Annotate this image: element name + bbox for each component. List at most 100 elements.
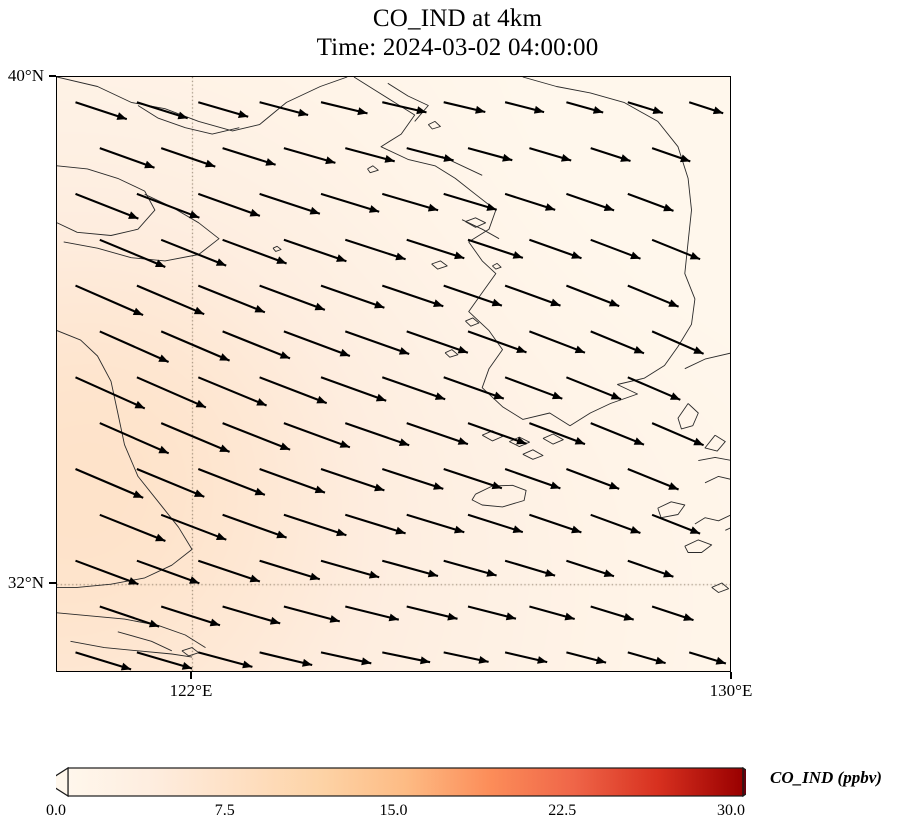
wind-vector-arrow [406,147,454,162]
wind-vector-arrow [504,284,561,307]
wind-vector-arrow [529,238,582,260]
wind-vector-arrow [136,651,193,670]
wind-vector-arrow [259,376,328,405]
wind-vector-arrow [136,468,205,498]
wind-vector-arrow [136,376,207,409]
wind-vector-arrow [651,422,705,447]
wind-vector-arrow [222,513,287,539]
coastline-path [492,262,502,270]
wind-vector-arrow [99,147,155,169]
wind-vector-arrow [382,559,439,578]
wind-vector-arrow [75,651,132,671]
colorbar-under-arrow [56,766,69,798]
wind-vector-arrow [504,651,548,664]
wind-vector-arrow [443,101,486,114]
wind-vector-arrow [566,376,622,401]
map-plot-area [56,76,731,672]
wind-vector-arrow [75,376,146,410]
coastline-path [57,612,206,648]
wind-vector-arrow [344,422,410,447]
wind-vector-arrow [320,651,372,666]
wind-vector-arrow [566,468,620,490]
wind-vector-arrow [382,192,439,212]
chart-subtitle: Time: 2024-03-02 04:00:00 [316,34,599,61]
wind-vector-arrow [443,559,497,577]
coastline-path [57,165,156,236]
wind-vector-arrow [320,101,368,116]
wind-vector-arrow [283,238,347,263]
wind-vector-arrow [504,101,545,114]
wind-vector-arrow [345,147,395,163]
wind-vector-arrow [197,284,266,314]
coastline-path [461,219,500,240]
wind-vector-overlay [75,101,727,671]
wind-vector-arrow [529,605,575,621]
wind-vector-arrow [197,559,261,583]
wind-vector-arrow [406,238,465,260]
wind-vector-arrow [344,513,406,535]
x-tick-mark-1 [730,672,732,679]
wind-vector-arrow [627,559,674,578]
coastline-path [444,349,459,358]
coastline-path [677,403,699,430]
wind-vector-arrow [406,422,469,446]
wind-vector-arrow [443,192,498,211]
wind-vector-arrow [75,192,139,220]
wind-vector-arrow [198,101,249,118]
wind-vector-arrow [590,422,645,446]
wind-vector-arrow [651,330,705,355]
coastline-path [509,436,530,448]
coastline-path [57,330,193,588]
wind-vector-arrow [467,513,524,534]
wind-vector-arrow [99,330,170,363]
wind-vector-arrow [320,284,385,309]
wind-vector-arrow [259,559,321,581]
wind-vector-arrow [566,559,615,578]
coastline-path [70,640,193,658]
wind-vector-arrow [259,468,326,494]
wind-vector-arrow [320,192,380,213]
wind-vector-arrow [382,651,431,665]
coastline-path [465,317,480,327]
wind-vector-arrow [504,192,556,211]
wind-vector-arrow [651,605,694,622]
wind-vector-arrow [590,605,635,621]
wind-vector-arrow [197,192,261,217]
coastline-path [272,245,282,252]
coastline-path [465,217,487,228]
wind-vector-arrow [197,376,268,407]
colorbar-over-arrow [742,766,746,798]
wind-vector-arrow [283,330,351,357]
wind-vector-arrow [99,422,170,455]
wind-vector-arrow [222,238,287,265]
chart-title-block: CO_IND at 4km Time: 2024-03-02 04:00:00 [0,4,915,62]
wind-vector-arrow [222,330,291,360]
coastline-path [711,582,730,593]
wind-vector-arrow [160,422,231,453]
wind-vector-arrow [198,651,253,669]
wind-vector-arrow [99,513,166,542]
wind-vector-arrow [283,422,351,449]
wind-vector-arrow [566,192,615,212]
y-tick-mark-0 [49,75,56,77]
wind-vector-arrow [467,147,513,162]
coastline-path [542,433,564,445]
wind-vector-arrow [344,330,410,355]
wind-vector-arrow [566,651,607,665]
wind-vector-arrow [160,147,216,168]
wind-vector-arrow [283,513,347,537]
wind-vector-arrow [283,147,336,165]
wind-vector-arrow [566,101,604,114]
wind-vector-arrow [381,376,446,401]
wind-vector-arrow [345,605,400,622]
wind-vector-arrow [136,284,205,316]
wind-vector-arrow [688,651,727,665]
coastline-path [387,82,429,122]
y-tick-label-1: 32°N [7,573,44,593]
coastline-path [522,449,544,460]
coastline-path [481,430,503,442]
wind-vector-arrow [627,376,681,401]
wind-vector-arrow [590,513,641,534]
y-tick-label-0: 40°N [7,66,44,85]
coastline-path [684,539,713,553]
